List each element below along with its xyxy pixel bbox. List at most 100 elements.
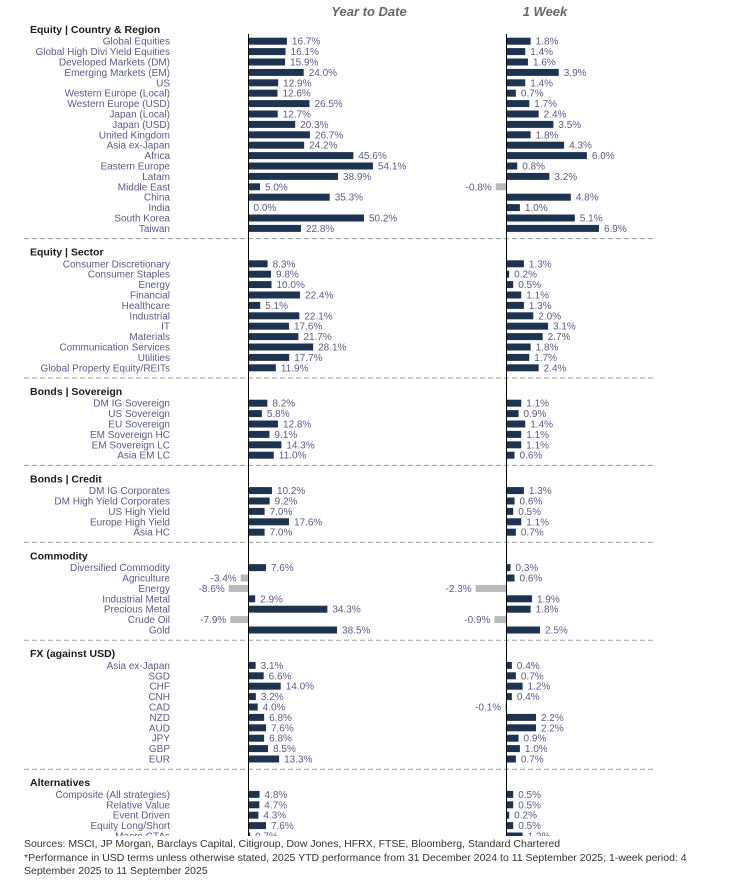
ytd-bar [248,364,276,372]
week-bar [506,270,510,278]
ytd-bar [248,353,290,361]
ytd-value-label: 24.2% [309,141,337,152]
week-bar [506,353,530,361]
group-header: Alternatives [30,777,90,789]
week-value-label: 3.9% [564,68,587,79]
week-bar [506,214,575,222]
week-value-label: 0.5% [518,800,541,811]
ytd-value-label: 26.5% [314,99,342,110]
week-value-label: 1.3% [529,301,552,312]
ytd-value-label: 22.1% [304,311,332,322]
week-bar [505,703,507,711]
week-value-label: 1.1% [526,430,549,441]
footer-sources: Sources: MSCI, JP Morgan, Barclays Capit… [24,838,561,850]
week-value-label: 1.4% [530,78,553,89]
week-bar [506,79,526,87]
ytd-bar [248,68,304,76]
week-bar [506,89,516,97]
row-label: Developed Markets (DM) [59,58,170,69]
week-bar [506,131,531,139]
row-label: EU Sovereign [108,420,170,431]
week-value-label: 1.8% [536,605,559,616]
week-bar [506,661,512,669]
row-label: Global Property Equity/REITs [41,363,171,374]
ytd-value-label: 10.2% [277,486,305,497]
ytd-value-label: 45.6% [358,151,386,162]
week-bar [506,682,523,690]
week-bar [506,172,550,180]
row-label: Materials [129,332,170,343]
ytd-bar [248,152,354,160]
week-value-label: 3.2% [554,172,577,183]
week-value-label: 1.1% [526,399,549,410]
row-label: IT [161,322,170,333]
group-header: Equity | Country & Region [30,24,160,36]
week-value-label: 3.5% [558,120,581,131]
week-value-label: 1.4% [530,47,553,58]
ytd-bar [248,790,260,798]
ytd-bar [248,564,266,572]
ytd-bar [248,214,364,222]
row-label: Healthcare [122,301,171,312]
week-value-label: 0.5% [518,821,541,832]
row-label: US High Yield [108,507,170,518]
ytd-value-label: 22.8% [306,224,334,235]
ytd-value-label: 12.6% [282,89,310,100]
ytd-value-label: 11.9% [281,363,309,374]
week-bar [506,37,531,45]
week-bar [506,68,559,76]
ytd-bar [240,574,249,582]
ytd-bar [248,333,299,341]
week-bar [506,312,534,320]
row-label: SGD [148,671,170,682]
ytd-value-label: -8.6% [199,584,225,595]
ytd-bar [248,291,301,299]
row-label: Europe High Yield [90,517,170,528]
week-bar [506,441,522,449]
week-bar [506,564,511,572]
week-value-label: -0.8% [466,182,492,193]
row-label: US [156,78,170,89]
ytd-value-label: 9.2% [275,497,298,508]
ytd-bar [248,507,265,515]
ytd-bar [248,693,256,701]
ytd-bar [248,343,314,351]
row-label: Industrial [129,311,170,322]
ytd-bar [248,430,270,438]
ytd-bar [248,745,269,753]
ytd-bar [248,441,282,449]
week-bar [506,224,599,232]
week-value-label: 0.5% [518,790,541,801]
ytd-bar [248,713,265,721]
ytd-value-label: 50.2% [369,214,397,225]
ytd-value-label: 7.6% [271,821,294,832]
row-label: Relative Value [106,800,170,811]
week-value-label: 1.2% [528,682,551,693]
row-label: EM Sovereign HC [90,430,170,441]
row-label: Emerging Markets (EM) [64,68,170,79]
row-label: Composite (All strategies) [56,790,170,801]
row-label: Event Driven [113,811,170,822]
ytd-bar [248,518,289,526]
ytd-bar [230,616,249,624]
ytd-bar [228,584,249,592]
week-value-label: 0.7% [521,89,544,100]
ytd-value-label: 17.6% [294,322,322,333]
week-value-label: 0.6% [520,451,543,462]
week-value-label: 0.5% [518,280,541,291]
ytd-value-label: 21.7% [303,332,331,343]
ytd-value-label: -3.4% [211,574,237,585]
row-label: Communication Services [59,343,170,354]
ytd-bar [248,605,328,613]
row-label: Western Europe (USD) [67,99,170,110]
ytd-value-label: 15.9% [290,58,318,69]
group-header: FX (against USD) [30,648,115,660]
week-bar [506,333,543,341]
ytd-value-label: 12.9% [283,78,311,89]
week-bar [506,832,523,836]
week-value-label: 2.5% [545,626,568,637]
week-bar [494,616,507,624]
week-value-label: 4.8% [576,193,599,204]
ytd-value-label: 8.3% [273,259,296,270]
row-label: DM High Yield Corporates [54,497,170,508]
